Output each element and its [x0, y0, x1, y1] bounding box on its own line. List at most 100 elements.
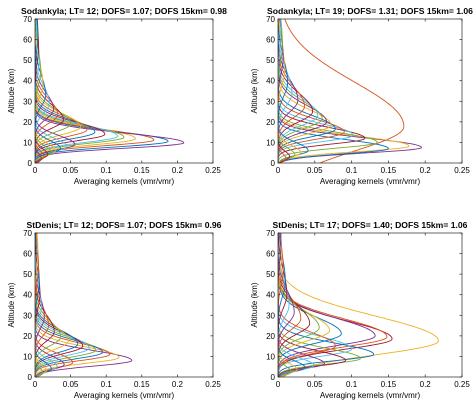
panel-4-ytick-label: 60: [266, 250, 275, 259]
panel-2-ytick-label: 10: [266, 138, 275, 147]
panel-3-kernel-curve-9: [35, 233, 74, 377]
panel-1-kernel-curve-24: [35, 19, 44, 163]
panel-4-ytick-label: 10: [266, 352, 275, 361]
panel-2-ytick-label: 70: [266, 15, 275, 24]
panel-1-kernel-curve-15: [35, 19, 62, 163]
panel-2-title: Sodankyla; LT= 19; DOFS= 1.31; DOFS 15km…: [267, 6, 473, 16]
panel-1-kernel-curve-11: [35, 19, 76, 163]
panel-4-axes-box: [277, 232, 463, 378]
panel-1-xtick-label: 0.25: [205, 166, 221, 175]
panel-3-kernel-curve-1: [35, 233, 133, 377]
panel-3-ytick-label: 70: [23, 229, 32, 238]
panel-2: 0 0.05 0.1 0.15 0.2 0.25 0 10 20 30 40 50 60 70Sodank…: [250, 6, 473, 186]
panel-3: 0 0.05 0.1 0.15 0.2 0.25 0 10 20 30 40 50 60 70StDeni…: [7, 220, 222, 400]
panel-3-ytick-label: 20: [23, 332, 32, 341]
panel-2-ytick-label: 20: [266, 118, 275, 127]
panel-2-y-axis-label: Altitude (km): [250, 68, 259, 113]
panel-1-x-axis-label: Averaging kernels (vmr/vmr): [74, 177, 175, 186]
panel-3-kernel-curve-20: [35, 233, 42, 377]
panel-2-xtick-label: 0.05: [307, 166, 323, 175]
panel-3-kernel-curve-2: [35, 233, 120, 377]
panel-1-kernel-curve-3: [35, 19, 136, 163]
panel-4-xtick-label: 0: [276, 380, 281, 389]
panel-2-ytick-label: 60: [266, 36, 275, 45]
panel-1-kernel-curve-4: [35, 19, 185, 163]
panel-1-ytick-label: 40: [23, 77, 32, 86]
panel-1-xtick-label: 0.2: [172, 166, 184, 175]
panel-1-ytick-label: 10: [23, 138, 32, 147]
panel-3-kernel-curve-11: [35, 233, 65, 377]
panel-4-ytick-label: 30: [266, 311, 275, 320]
panel-1-ytick-label: 60: [23, 36, 32, 45]
panel-3-title: StDenis; LT= 12; DOFS= 1.07; DOFS 15km= …: [27, 220, 222, 230]
panel-2-kernel-curve-10: [278, 19, 332, 163]
panel-3-xtick-label: 0: [33, 380, 38, 389]
panel-3-xtick-label: 0.2: [172, 380, 184, 389]
panel-1-axes-box: [34, 18, 214, 164]
panel-4-kernel-curve-26: [278, 233, 282, 377]
panel-3-kernel-curve-15: [35, 233, 52, 377]
panel-3-ytick-label: 50: [23, 270, 32, 279]
panel-4-title: StDenis; LT= 17; DOFS= 1.40; DOFS 15km= …: [273, 220, 468, 230]
panel-1-ytick-label: 50: [23, 56, 32, 65]
panel-2-xtick-label: 0.25: [454, 166, 470, 175]
panel-4-kernel-curve-6: [278, 233, 361, 377]
panel-1-ytick-label: 20: [23, 118, 32, 127]
panel-2-kernel-curve-1: [284, 19, 405, 163]
panel-3-xtick-label: 0.25: [205, 380, 221, 389]
panel-4-y-axis-label: Altitude (km): [250, 282, 259, 327]
panel-3-xtick-label: 0.15: [134, 380, 150, 389]
panel-4-kernel-curve-9: [278, 233, 342, 377]
panel-1-ytick-label: 0: [28, 159, 33, 168]
panel-1-y-axis-label: Altitude (km): [7, 68, 16, 113]
panel-3-axes-box: [34, 232, 214, 378]
panel-3-x-axis-label: Averaging kernels (vmr/vmr): [74, 391, 175, 400]
panel-3-kernel-curve-13: [35, 233, 58, 377]
panel-2-ytick-label: 50: [266, 56, 275, 65]
panel-3-xtick-label: 0.05: [63, 380, 79, 389]
panel-1-ytick-label: 70: [23, 15, 32, 24]
panel-2-ytick-label: 30: [266, 97, 275, 106]
panel-2-ytick-label: 0: [271, 159, 276, 168]
panel-2-kernel-curve-2: [278, 19, 423, 163]
panel-1-xtick-label: 0: [33, 166, 38, 175]
panel-3-y-axis-label: Altitude (km): [7, 282, 16, 327]
panel-3-kernel-curve-21: [35, 233, 41, 377]
panel-2-kernel-curve-9: [278, 19, 336, 163]
panel-1-xtick-label: 0.1: [101, 166, 113, 175]
panel-3-xtick-label: 0.1: [101, 380, 113, 389]
panel-1-kernel-curve-17: [35, 19, 57, 163]
panel-4-xtick-label: 0.2: [420, 380, 432, 389]
panel-2-xtick-label: 0: [276, 166, 281, 175]
panel-1-kernel-curve-19: [35, 19, 52, 163]
panel-4-kernel-curve-5: [278, 233, 375, 377]
panel-2-kernel-curve-17: [278, 19, 302, 163]
panel-4-ytick-label: 50: [266, 270, 275, 279]
panel-4-kernel-curve-12: [278, 233, 325, 377]
panel-4-xtick-label: 0.25: [454, 380, 470, 389]
panel-2-xtick-label: 0.15: [381, 166, 397, 175]
panel-2-kernel-curve-19: [278, 19, 296, 163]
panel-1-xtick-label: 0.05: [63, 166, 79, 175]
panel-4-ytick-label: 0: [271, 373, 276, 382]
panel-1-kernel-curve-1: [35, 19, 169, 163]
panel-4-ytick-label: 70: [266, 229, 275, 238]
panel-2-x-axis-label: Averaging kernels (vmr/vmr): [320, 177, 421, 186]
panel-2-kernel-curve-24: [278, 19, 286, 163]
panel-3-ytick-label: 60: [23, 250, 32, 259]
panel-4-x-axis-label: Averaging kernels (vmr/vmr): [320, 391, 421, 400]
panel-1-xtick-label: 0.15: [134, 166, 150, 175]
panel-2-kernel-curve-3: [278, 19, 410, 163]
panel-4-ytick-label: 40: [266, 291, 275, 300]
panel-4-ytick-label: 20: [266, 332, 275, 341]
panel-4: 0 0.05 0.1 0.15 0.2 0.25 0 10 20 30 40 50 60 70StDeni…: [250, 220, 470, 400]
panel-1-ytick-label: 30: [23, 97, 32, 106]
panel-2-xtick-label: 0.1: [346, 166, 358, 175]
panel-2-kernel-curve-5: [278, 19, 378, 163]
panel-4-kernel-curve-8: [278, 233, 347, 377]
panel-2-xtick-label: 0.2: [420, 166, 432, 175]
panel-4-xtick-label: 0.15: [381, 380, 397, 389]
panel-3-ytick-label: 10: [23, 352, 32, 361]
panel-1-kernel-curve-13: [35, 19, 68, 163]
